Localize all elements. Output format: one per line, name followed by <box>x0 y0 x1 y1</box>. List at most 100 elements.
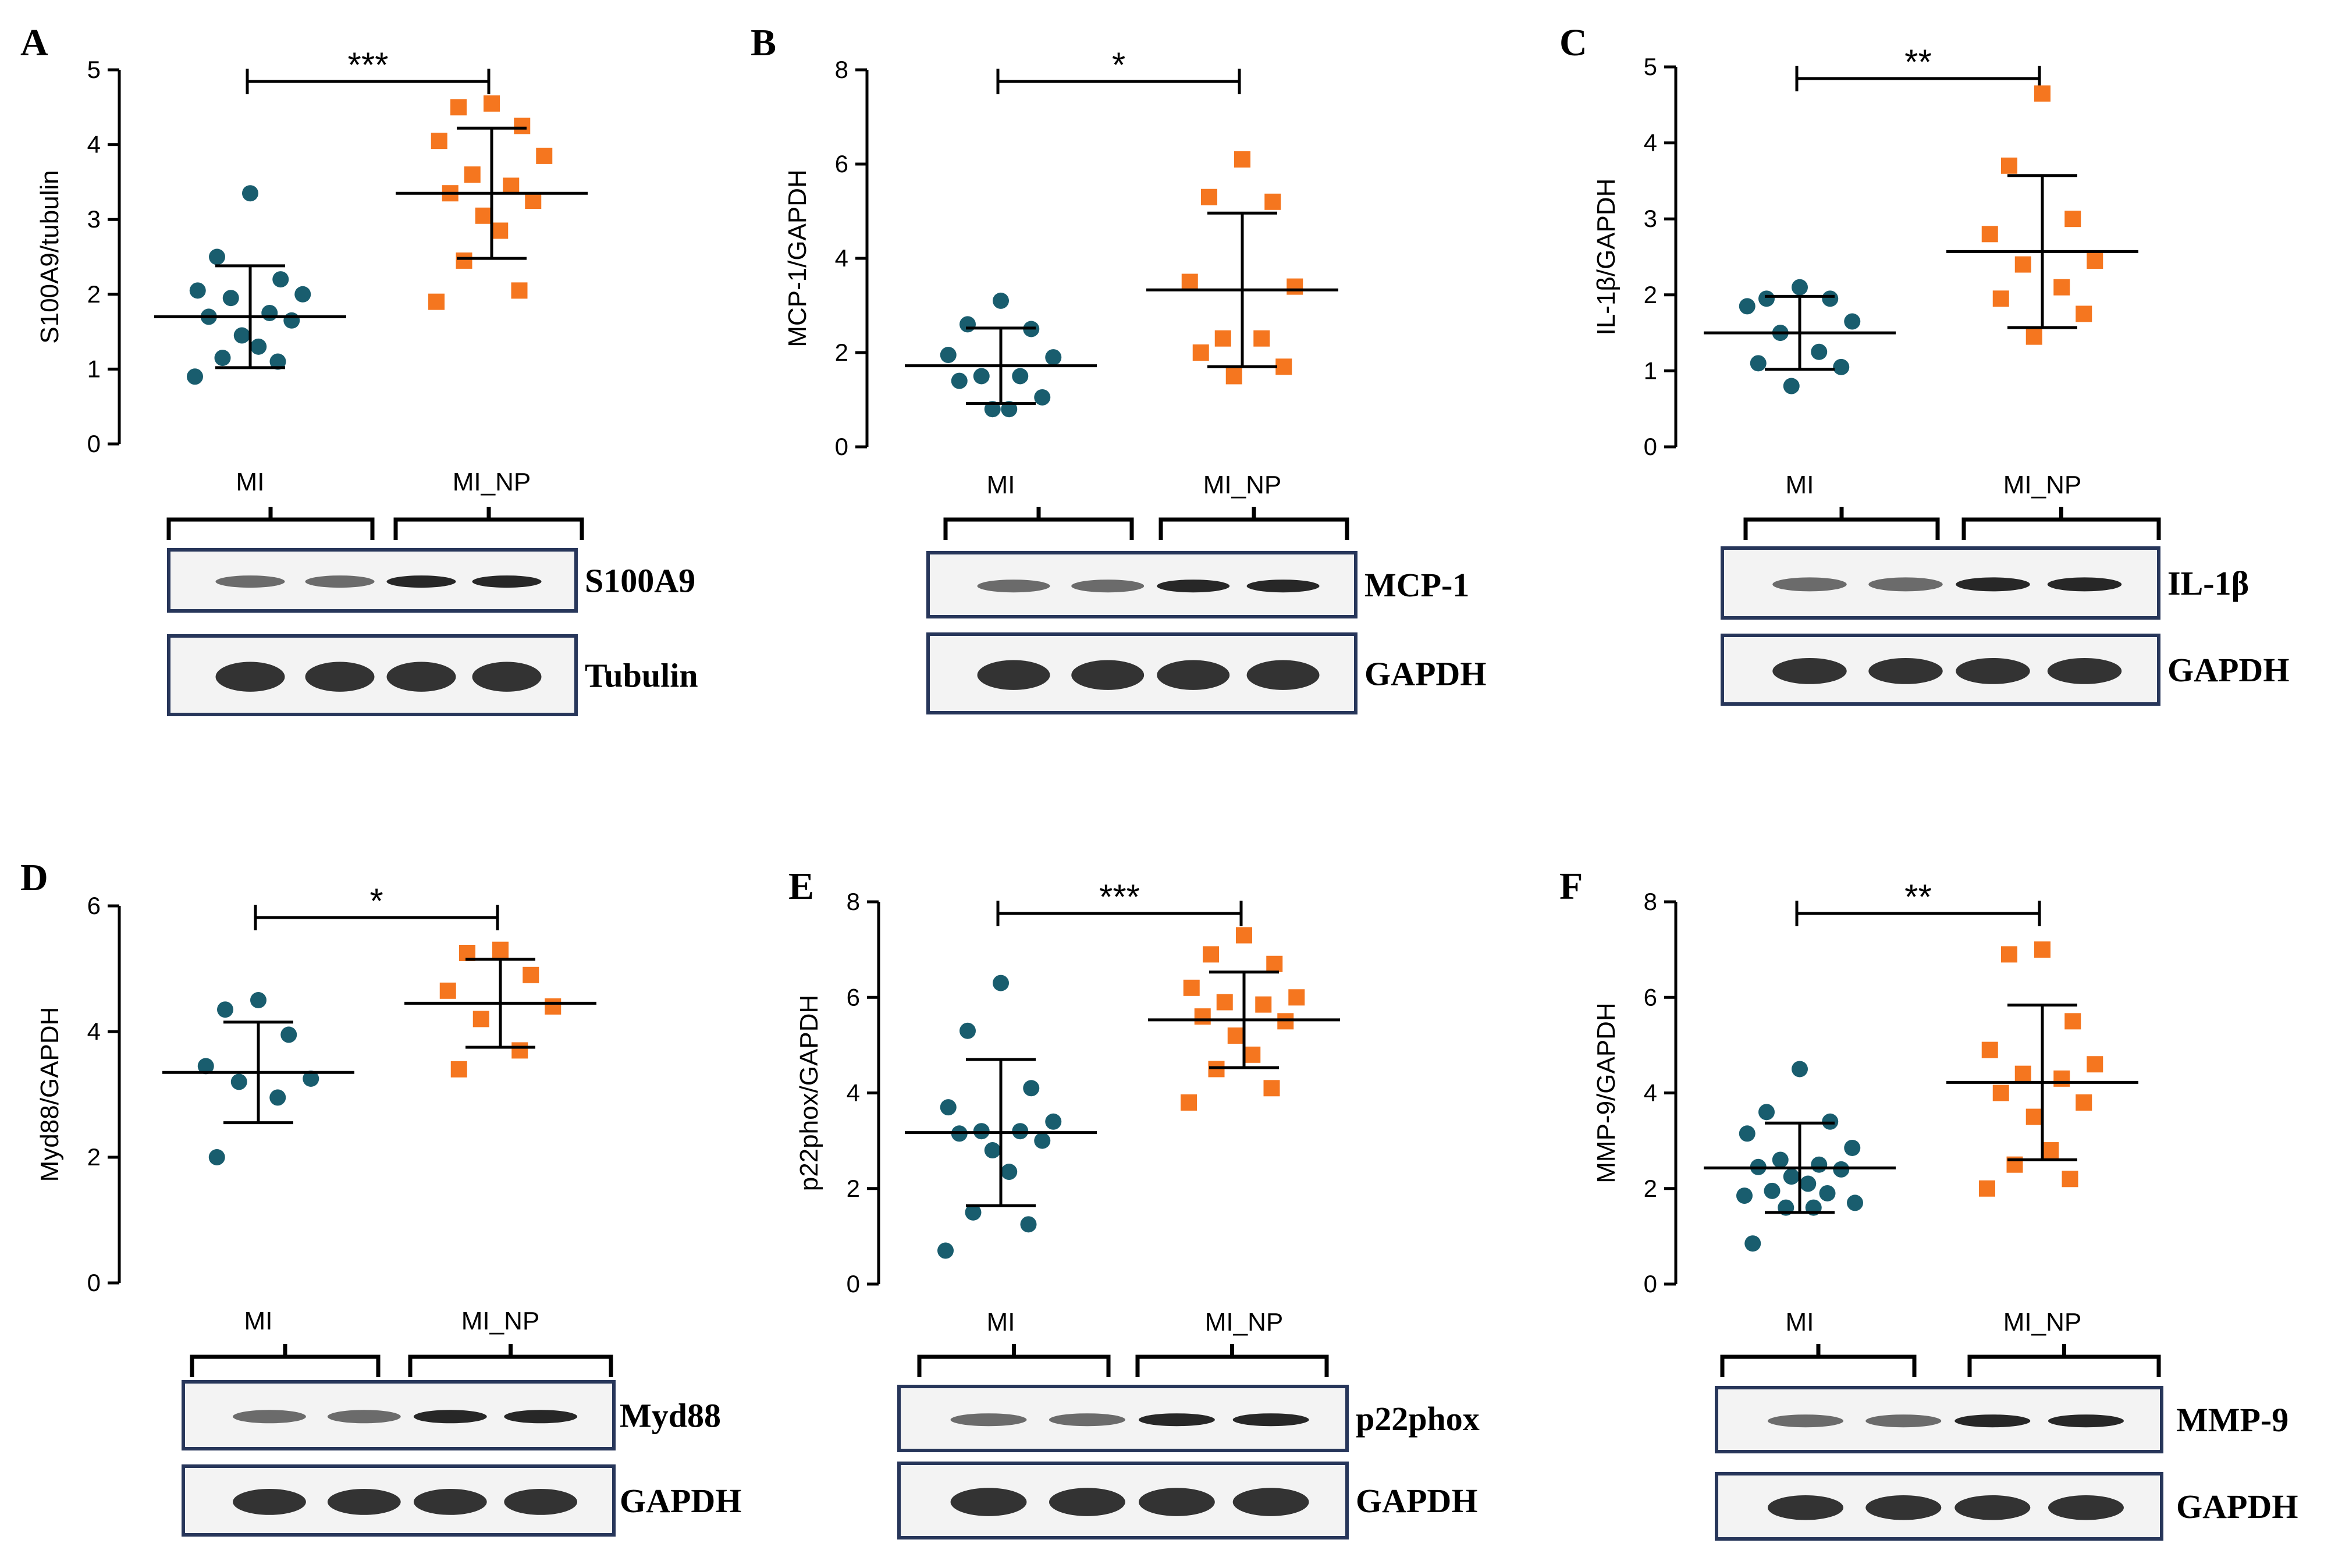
panel-c: C 0 1 2 3 4 5 IL-1β/GAPDH MI MI_NP ** IL-1β GAPDH <box>1559 22 2289 706</box>
data-point <box>464 166 481 183</box>
series-mi-np <box>1946 941 2138 1197</box>
data-point <box>484 95 500 112</box>
series-mi <box>1704 279 1896 394</box>
data-point <box>208 1149 225 1165</box>
data-point <box>1992 290 2009 307</box>
y-axis-label: IL-1β/GAPDH <box>1592 179 1621 336</box>
panel-label: F <box>1559 865 1583 908</box>
data-point <box>523 966 539 983</box>
data-point <box>1736 1187 1753 1204</box>
panel-f: F 0 2 4 6 8 MMP-9/GAPDH MI MI_NP ** MMP-9 GAPDH <box>1559 865 2298 1541</box>
blot-band <box>2047 657 2122 684</box>
data-point <box>1194 1008 1211 1025</box>
blot-band <box>1956 577 2030 592</box>
blot-band <box>1865 1495 1942 1520</box>
blot-label: S100A9 <box>585 562 695 600</box>
panel-b: B 0 2 4 6 8 MCP-1/GAPDH MI MI_NP * MCP-1 GAPDH <box>751 22 1486 714</box>
data-point <box>1023 1080 1040 1097</box>
blot-band <box>1071 660 1145 690</box>
blot-band <box>1157 660 1230 690</box>
data-point <box>1225 368 1242 385</box>
blot-band <box>472 662 542 692</box>
blot-group-bracket <box>1720 1344 1917 1377</box>
y-tick-label: 8 <box>835 56 848 83</box>
blot-band <box>1232 1413 1309 1427</box>
y-tick-label: 4 <box>1644 129 1657 157</box>
data-point <box>1234 151 1250 168</box>
data-point <box>1739 1125 1755 1142</box>
western-blot-target: MCP-1 <box>926 551 1469 618</box>
data-point <box>456 252 472 269</box>
significance-stars: *** <box>1099 877 1140 916</box>
data-point <box>2014 1065 2031 1082</box>
data-point <box>2014 256 2031 273</box>
blot-label: GAPDH <box>2176 1488 2298 1526</box>
data-point <box>250 338 267 355</box>
blot-band <box>1071 579 1145 593</box>
data-point <box>492 222 509 239</box>
y-tick-label: 3 <box>87 205 101 233</box>
blot-band <box>413 1410 487 1424</box>
data-point <box>2076 305 2092 322</box>
data-point <box>1800 1175 1817 1192</box>
data-point <box>1288 989 1305 1006</box>
data-point <box>2034 941 2051 958</box>
blot-band <box>1138 1488 1215 1516</box>
blot-band <box>386 662 456 692</box>
y-axis-label: MMP-9/GAPDH <box>1592 1002 1621 1183</box>
y-tick-label: 2 <box>835 339 848 366</box>
data-point <box>1183 979 1200 996</box>
data-point <box>1214 330 1231 347</box>
data-point <box>1192 344 1209 361</box>
blot-band <box>327 1410 401 1424</box>
blot-band <box>1767 1414 1844 1428</box>
blot-band <box>1246 660 1320 690</box>
data-point <box>951 372 968 389</box>
data-point <box>283 312 300 329</box>
data-point <box>2064 211 2081 227</box>
data-point <box>450 99 467 116</box>
data-point <box>1811 343 1828 360</box>
y-tick-label: 1 <box>1644 357 1657 384</box>
data-point <box>940 347 957 364</box>
y-tick-label: 2 <box>1644 281 1657 308</box>
y-tick-label: 4 <box>1644 1079 1657 1107</box>
data-point <box>294 286 311 303</box>
panel-label: D <box>20 856 48 899</box>
blot-group-bracket <box>917 1344 1111 1377</box>
data-point <box>1001 1164 1018 1181</box>
series-mi-np <box>396 95 588 310</box>
blot-band <box>305 575 375 588</box>
blot-band <box>1954 1414 2031 1428</box>
western-blot-control: GAPDH <box>897 1462 1477 1539</box>
y-tick-label: 0 <box>87 430 101 457</box>
data-point <box>492 941 509 958</box>
blot-band <box>1157 579 1230 593</box>
series-mi <box>162 992 354 1165</box>
data-point <box>503 177 520 194</box>
blot-band <box>950 1488 1027 1516</box>
panel-label: C <box>1559 22 1587 64</box>
data-point <box>1758 1104 1775 1121</box>
blot-label: GAPDH <box>2167 651 2289 689</box>
data-point <box>450 1061 467 1078</box>
data-point <box>187 368 203 385</box>
data-point <box>1992 1085 2009 1101</box>
y-tick-label: 0 <box>847 1270 860 1297</box>
blot-band <box>2048 1495 2124 1520</box>
data-point <box>222 290 239 307</box>
y-tick-label: 6 <box>87 892 101 919</box>
data-point <box>1819 1185 1836 1201</box>
western-blot-target: S100A9 <box>167 548 695 613</box>
y-tick-label: 0 <box>87 1269 101 1296</box>
data-point <box>1750 355 1767 372</box>
y-tick-label: 6 <box>835 150 848 177</box>
significance-stars: * <box>1112 45 1125 84</box>
western-blot-control: Tubulin <box>167 634 698 716</box>
data-point <box>272 271 289 288</box>
y-tick-label: 0 <box>1644 1270 1657 1297</box>
data-point <box>269 353 286 370</box>
blot-group-bracket <box>408 1344 613 1377</box>
data-point <box>1783 1168 1800 1185</box>
data-point <box>514 118 531 134</box>
